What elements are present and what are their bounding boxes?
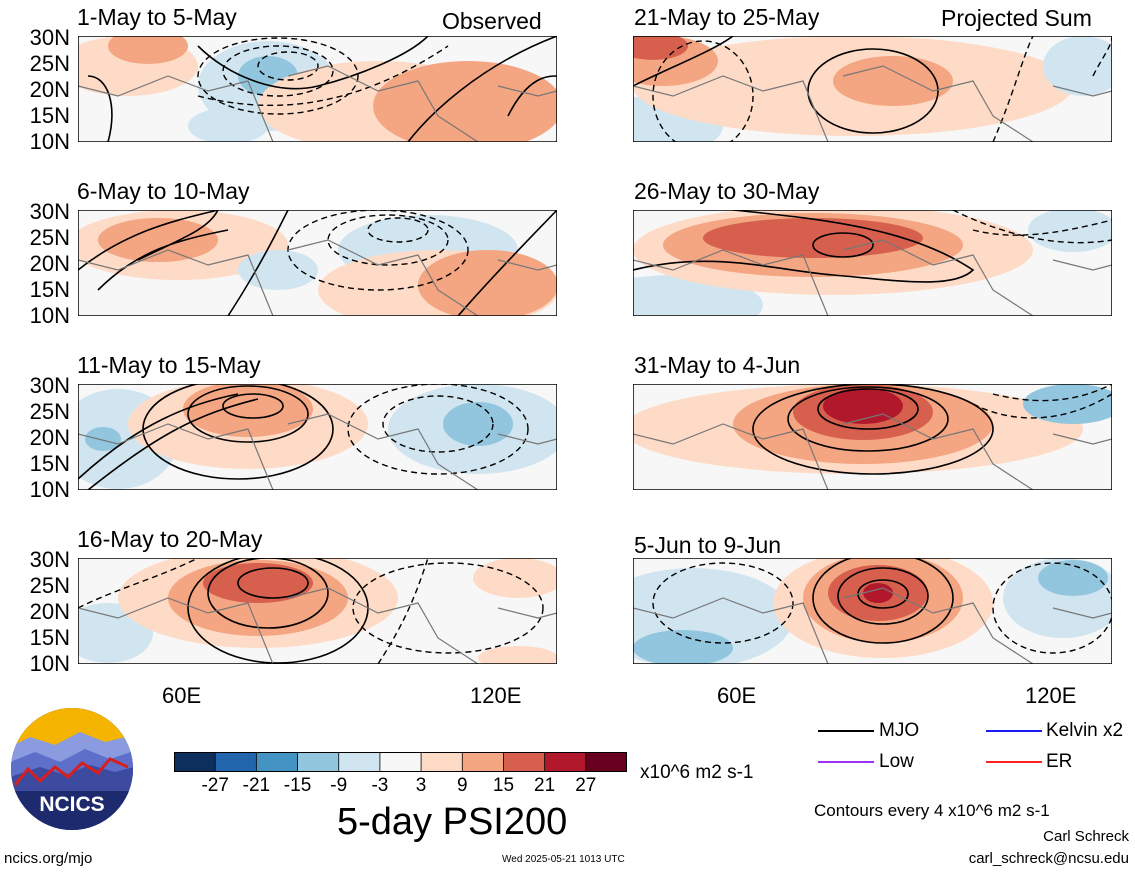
panel-title-5: 21-May to 25-May <box>634 4 820 30</box>
map-panel-5 <box>633 36 1112 142</box>
lat-label: 15N <box>29 277 70 302</box>
map-panel-2 <box>78 210 557 316</box>
legend-label-low: Low <box>879 751 914 772</box>
lat-label: 25N <box>29 573 70 598</box>
colorbar-units: x10^6 m2 s-1 <box>640 762 754 783</box>
colorbar-cell <box>297 751 340 773</box>
lat-label: 30N <box>29 199 70 224</box>
map-panel-3 <box>78 384 557 490</box>
colorbar-tick-label: 3 <box>415 775 427 796</box>
lon-label-right-60e: 60E <box>717 683 757 708</box>
lat-label: 10N <box>29 651 70 676</box>
map-panel-4 <box>78 558 557 664</box>
colorbar-tick-label: -15 <box>283 775 312 796</box>
lat-label: 20N <box>29 251 70 276</box>
lat-label: 30N <box>29 547 70 572</box>
lat-label: 30N <box>29 25 70 50</box>
panel-title-2: 6-May to 10-May <box>77 178 250 204</box>
lat-label: 10N <box>29 477 70 502</box>
lat-label: 20N <box>29 599 70 624</box>
lat-label: 15N <box>29 625 70 650</box>
panel-title-6: 26-May to 30-May <box>634 178 820 204</box>
lat-label: 15N <box>29 103 70 128</box>
colorbar-tick-label: -3 <box>371 775 389 796</box>
colorbar-cell <box>338 751 381 773</box>
contour-note: Contours every 4 x10^6 m2 s-1 <box>814 801 1050 820</box>
footer-url[interactable]: ncics.org/mjo <box>4 850 93 867</box>
colorbar-cell <box>461 751 505 773</box>
colorbar-tick-label: -27 <box>201 775 229 796</box>
map-panel-8 <box>633 558 1112 664</box>
colorbar-cell <box>585 751 628 773</box>
lon-label-left-120e: 120E <box>470 683 522 708</box>
panel-title-4: 16-May to 20-May <box>77 526 263 552</box>
colorbar <box>173 751 628 777</box>
legend-label-kelvin: Kelvin x2 <box>1046 720 1124 741</box>
panel-title-7: 31-May to 4-Jun <box>634 352 801 378</box>
lat-label: 20N <box>29 425 70 450</box>
lat-label: 10N <box>29 129 70 154</box>
footer-author: Carl Schreck <box>1043 828 1129 845</box>
colorbar-cell <box>255 751 299 773</box>
colorbar-tick-label: -21 <box>242 775 271 796</box>
lat-label: 25N <box>29 399 70 424</box>
colorbar-tick-label: -9 <box>330 775 348 796</box>
legend-swatch-er <box>986 761 1042 763</box>
observed-label: Observed <box>442 8 542 34</box>
colorbar-tick-label: 15 <box>492 775 515 796</box>
colorbar-cell <box>503 751 546 773</box>
lat-label: 30N <box>29 373 70 398</box>
colorbar-tick-label: 9 <box>456 775 468 796</box>
lat-label: 25N <box>29 225 70 250</box>
lat-label: 20N <box>29 77 70 102</box>
lat-label: 10N <box>29 303 70 328</box>
map-panel-6 <box>633 210 1112 316</box>
chart-title: 5-day PSI200 <box>337 801 568 843</box>
panel-title-1: 1-May to 5-May <box>77 4 237 30</box>
legend-swatch-low <box>818 761 874 763</box>
legend-label-er: ER <box>1046 751 1073 772</box>
footer-timestamp: Wed 2025-05-21 1013 UTC <box>502 854 625 865</box>
colorbar-cell <box>420 751 464 773</box>
lon-label-right-120e: 120E <box>1025 683 1077 708</box>
footer-email[interactable]: carl_schreck@ncsu.edu <box>968 850 1129 867</box>
colorbar-cell <box>214 751 258 773</box>
logo-text: NCICS <box>39 793 104 816</box>
lat-label: 25N <box>29 51 70 76</box>
panel-title-3: 11-May to 15-May <box>77 352 261 378</box>
lon-label-left-60e: 60E <box>162 683 202 708</box>
legend-swatch-kelvin <box>986 730 1042 732</box>
lat-label: 15N <box>29 451 70 476</box>
colorbar-cell <box>544 751 587 773</box>
projected-sum-label: Projected Sum <box>941 5 1092 31</box>
colorbar-cell <box>379 751 422 773</box>
ncics-logo: NCICS <box>10 707 134 831</box>
colorbar-tick-label: 27 <box>575 775 597 796</box>
map-panel-1 <box>78 36 557 142</box>
colorbar-cell <box>173 751 217 773</box>
legend-label-mjo: MJO <box>879 720 920 741</box>
colorbar-tick-label: 21 <box>534 775 556 796</box>
map-panel-7 <box>633 384 1112 490</box>
panel-title-8: 5-Jun to 9-Jun <box>634 532 782 558</box>
legend-swatch-mjo <box>818 730 874 732</box>
